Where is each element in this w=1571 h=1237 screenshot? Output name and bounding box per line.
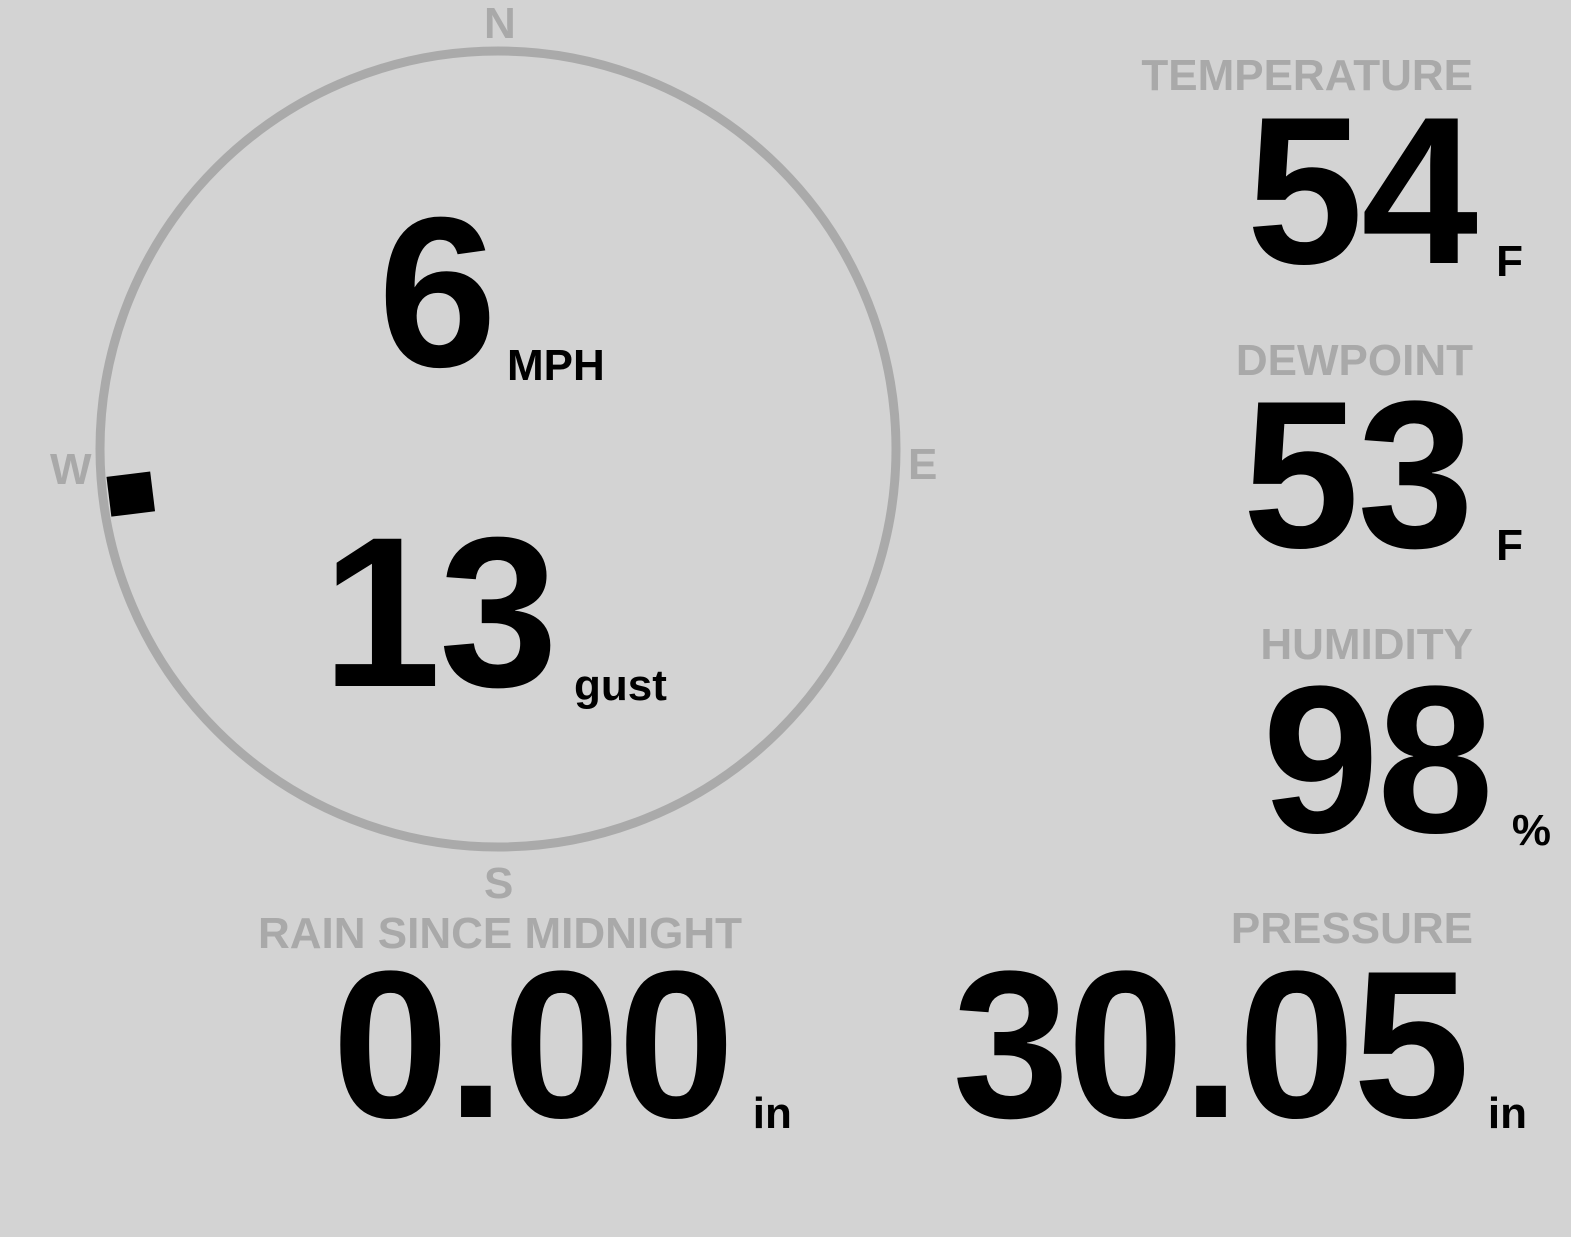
wind-gust-unit: gust <box>574 661 667 710</box>
dewpoint-label: DEWPOINT <box>1235 336 1473 385</box>
dewpoint: 53 F <box>1243 370 1523 580</box>
humidity-label: HUMIDITY <box>1260 620 1473 669</box>
dewpoint-unit: F <box>1496 521 1523 570</box>
wind-gust-value: 13 <box>322 493 558 732</box>
wind-gust: 13 gust <box>322 506 667 720</box>
rain-label: RAIN SINCE MIDNIGHT <box>258 909 742 958</box>
compass-south-label: S <box>484 859 514 908</box>
compass-east-label: E <box>908 440 938 489</box>
temperature-value: 54 <box>1246 73 1479 308</box>
compass-west-label: W <box>50 445 92 494</box>
wind-compass <box>95 46 901 852</box>
temperature-unit: F <box>1496 237 1523 286</box>
wind-speed-value: 6 <box>378 173 497 412</box>
temperature-label: TEMPERATURE <box>1141 51 1473 100</box>
compass-ring <box>95 46 901 852</box>
wind-direction-marker <box>106 471 156 517</box>
pressure-value: 30.05 <box>952 927 1470 1162</box>
dewpoint-value: 53 <box>1242 357 1475 592</box>
pressure-unit: in <box>1487 1089 1527 1138</box>
humidity: 98 % <box>1262 655 1551 865</box>
humidity-unit: % <box>1511 806 1551 855</box>
humidity-value: 98 <box>1262 642 1494 877</box>
rain: 0.00 in <box>332 940 792 1150</box>
pressure-label: PRESSURE <box>1230 904 1473 953</box>
rain-unit: in <box>752 1089 792 1138</box>
rain-value: 0.00 <box>332 927 735 1162</box>
compass-north-label: N <box>484 0 516 48</box>
temperature: 54 F <box>1247 86 1523 296</box>
pressure: 30.05 in <box>952 940 1527 1150</box>
wind-speed-unit: MPH <box>507 341 605 390</box>
wind-speed: 6 MPH <box>378 186 605 400</box>
